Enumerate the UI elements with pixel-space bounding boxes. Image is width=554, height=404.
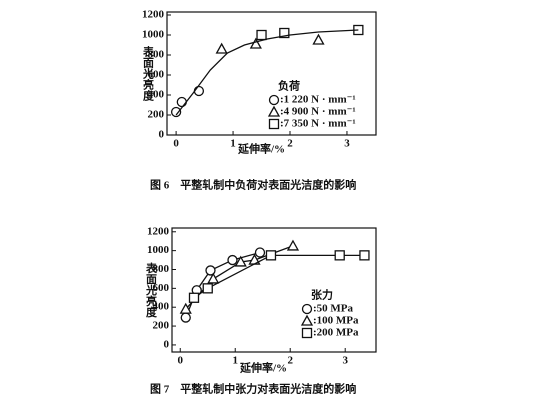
legend-label: :100 MPa xyxy=(313,315,359,327)
marker-triangle xyxy=(267,105,281,117)
marker-circle xyxy=(254,247,266,258)
y-tick-label: 200 xyxy=(148,109,165,121)
legend-title: 张力 xyxy=(311,288,333,302)
marker-triangle xyxy=(234,255,247,267)
marker-circle xyxy=(176,96,187,108)
y-tick-label: 400 xyxy=(153,301,170,313)
x-axis-label: 延伸率/% xyxy=(237,142,285,156)
y-axis-label: 表面光亮度 xyxy=(144,261,158,318)
marker-circle xyxy=(301,303,313,315)
y-tick-label: 400 xyxy=(148,89,165,101)
marker-triangle xyxy=(312,33,325,45)
y-tick-label: 1000 xyxy=(142,29,165,41)
series-line xyxy=(193,254,365,299)
marker-square xyxy=(334,250,345,261)
marker-triangle xyxy=(300,314,314,326)
y-tick-label: 600 xyxy=(153,282,170,294)
y-tick-label: 600 xyxy=(148,69,165,81)
y-axis-label: 表面光亮度 xyxy=(141,45,155,102)
marker-square xyxy=(359,250,370,261)
y-tick-label: 800 xyxy=(153,263,170,275)
marker-triangle xyxy=(215,42,228,54)
marker-triangle xyxy=(179,302,192,314)
marker-circle xyxy=(170,106,182,118)
marker-triangle xyxy=(207,272,220,284)
marker-circle xyxy=(227,254,238,266)
x-tick-label: 3 xyxy=(344,138,350,150)
marker-triangle xyxy=(286,239,300,251)
figure-caption: 图 7 平整轧制中张力对表面光洁度的影响 xyxy=(150,382,356,396)
marker-square xyxy=(268,118,280,130)
legend-label: :4 900 N · mm⁻¹ xyxy=(280,106,356,118)
y-tick-label: 800 xyxy=(148,49,165,61)
y-tick-label: 200 xyxy=(153,320,170,332)
plot-frame xyxy=(166,11,377,136)
x-tick-label: 1 xyxy=(232,355,238,367)
x-tick-label: 2 xyxy=(287,355,293,367)
marker-square xyxy=(256,29,267,41)
series-line xyxy=(175,29,359,116)
figure-caption: 图 6 平整轧制中负荷对表面光洁度的影响 xyxy=(150,178,356,192)
marker-circle xyxy=(268,94,280,106)
marker-circle xyxy=(193,85,205,97)
marker-triangle xyxy=(249,37,262,49)
legend-label: :1 220 N · mm⁻¹ xyxy=(280,94,356,106)
x-tick-label: 1 xyxy=(230,138,236,150)
x-tick-label: 3 xyxy=(342,355,348,367)
legend-label: :50 MPa xyxy=(313,303,354,315)
x-tick-label: 0 xyxy=(173,138,179,150)
y-tick-label: 1200 xyxy=(147,225,170,237)
marker-square xyxy=(301,327,313,339)
marker-circle xyxy=(180,312,191,323)
marker-square xyxy=(202,283,213,294)
marker-circle xyxy=(205,265,216,276)
y-tick-label: 1000 xyxy=(147,244,170,256)
x-axis-label: 延伸率/% xyxy=(239,361,287,375)
marker-square xyxy=(265,250,277,261)
legend-label: :200 MPa xyxy=(313,327,359,339)
y-tick-label: 0 xyxy=(159,129,165,141)
marker-square xyxy=(188,292,200,303)
series-line xyxy=(185,251,261,318)
y-tick-label: 1200 xyxy=(142,9,165,21)
x-tick-label: 0 xyxy=(177,355,183,367)
legend-label: :7 350 N · mm⁻¹ xyxy=(280,118,356,130)
plot-frame xyxy=(171,227,377,353)
x-tick-label: 2 xyxy=(287,138,293,150)
marker-square xyxy=(279,27,290,39)
y-tick-label: 0 xyxy=(164,338,170,350)
legend-title: 负荷 xyxy=(278,79,300,93)
